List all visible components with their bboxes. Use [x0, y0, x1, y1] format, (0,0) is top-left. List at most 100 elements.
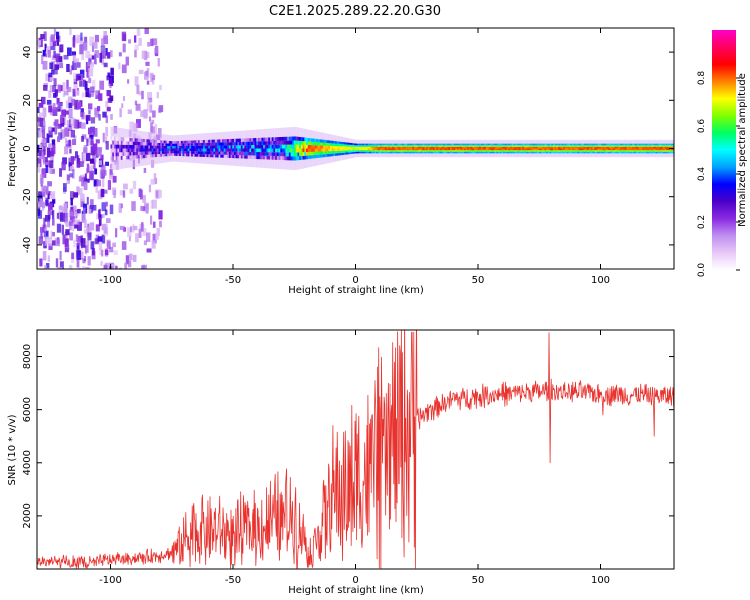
heatmap-cell — [292, 156, 295, 161]
heatmap-cell — [145, 70, 149, 77]
heatmap-cell — [635, 148, 638, 151]
heatmap-cell — [659, 148, 662, 151]
heatmap-cell — [115, 152, 118, 157]
heatmap-cell — [175, 143, 178, 147]
heatmap-cell — [257, 152, 261, 156]
heatmap-cell — [360, 146, 364, 149]
heatmap-cell — [319, 148, 322, 152]
heatmap-cell — [256, 155, 259, 160]
heatmap-cell — [316, 151, 319, 155]
heatmap-cell — [492, 150, 496, 152]
heatmap-cell — [276, 156, 280, 160]
heatmap-cell — [462, 143, 465, 146]
heatmap-cell — [89, 86, 95, 93]
heatmap-cell — [585, 146, 588, 149]
heatmap-cell — [384, 146, 388, 149]
heatmap-cell — [38, 130, 42, 138]
heatmap-cell — [312, 151, 316, 156]
heatmap-cell — [547, 148, 551, 151]
heatmap-cell — [635, 151, 638, 154]
heatmap-cell — [465, 143, 468, 146]
heatmap-cell — [177, 146, 180, 149]
heatmap-cell — [600, 145, 604, 147]
heatmap-cell — [119, 156, 122, 160]
heatmap-cell — [432, 143, 436, 146]
heatmap-cell — [532, 146, 535, 149]
heatmap-cell — [74, 38, 79, 44]
heatmap-cell — [482, 145, 485, 147]
heatmap-cell — [140, 222, 144, 232]
heatmap-cell — [619, 145, 623, 147]
heatmap-cell — [69, 148, 72, 154]
heatmap-cell — [460, 146, 463, 149]
heatmap-cell — [132, 151, 135, 156]
heatmap-cell — [151, 119, 155, 125]
heatmap-cell — [340, 141, 343, 145]
heatmap-cell — [667, 151, 671, 154]
heatmap-cell — [203, 154, 206, 157]
heatmap-cell — [227, 139, 230, 143]
heatmap-cell — [511, 148, 515, 151]
heatmap-cell — [88, 67, 94, 77]
heatmap-cell — [160, 145, 163, 149]
heatmap-cell — [292, 144, 295, 149]
heatmap-cell — [369, 146, 372, 149]
heatmap-cell — [53, 69, 58, 75]
heatmap-cell — [69, 28, 72, 35]
heatmap-cell — [220, 154, 223, 158]
heatmap-cell — [323, 145, 326, 149]
heatmap-cell — [446, 151, 449, 154]
heatmap-cell — [53, 78, 57, 87]
heatmap-cell — [244, 138, 247, 142]
heatmap-cell — [422, 148, 425, 151]
heatmap-cell — [607, 143, 611, 146]
heatmap-cell — [612, 150, 616, 152]
heatmap-cell — [213, 142, 216, 146]
heatmap-cell — [60, 212, 65, 222]
heatmap-cell — [350, 148, 353, 151]
x-tick-label: 50 — [472, 275, 485, 286]
heatmap-cell — [93, 41, 98, 49]
heatmap-cell — [420, 143, 424, 146]
heatmap-cell — [561, 143, 564, 146]
heatmap-cell — [335, 146, 338, 149]
heatmap-cell — [595, 148, 599, 151]
heatmap-cell — [172, 141, 175, 144]
heatmap-cell — [101, 38, 105, 47]
spectrogram-x-ticks: -100 -50 0 50 100 — [99, 28, 610, 286]
heatmap-cell — [271, 148, 274, 153]
heatmap-cell — [486, 151, 489, 154]
heatmap-cell — [161, 153, 165, 157]
heatmap-cell — [61, 161, 66, 171]
heatmap-cell — [422, 150, 425, 152]
heatmap-cell — [306, 137, 309, 142]
heatmap-cell — [155, 154, 158, 158]
heatmap-cell — [542, 148, 545, 151]
heatmap-cell — [631, 148, 635, 151]
heatmap-cell — [100, 261, 103, 266]
heatmap-cell — [49, 160, 54, 169]
heatmap-cell — [563, 151, 566, 154]
heatmap-cell — [390, 143, 393, 146]
heatmap-cell — [419, 145, 422, 147]
heatmap-cell — [453, 145, 456, 147]
heatmap-cell — [278, 144, 281, 149]
heatmap-cell — [232, 145, 235, 149]
heatmap-cell — [470, 146, 473, 149]
heatmap-cell — [66, 140, 72, 148]
heatmap-cell — [306, 141, 309, 145]
heatmap-cell — [91, 55, 96, 60]
heatmap-cell — [501, 151, 504, 154]
heatmap-cell — [662, 148, 665, 151]
heatmap-cell — [669, 143, 672, 146]
heatmap-cell — [510, 148, 513, 151]
heatmap-cell — [143, 240, 147, 246]
heatmap-cell — [220, 142, 223, 146]
heatmap-cell — [163, 151, 166, 154]
heatmap-cell — [563, 150, 566, 152]
heatmap-cell — [504, 145, 508, 147]
heatmap-cell — [633, 148, 636, 151]
heatmap-cell — [54, 126, 58, 135]
heatmap-cell — [583, 143, 587, 146]
heatmap-cell — [41, 125, 45, 133]
